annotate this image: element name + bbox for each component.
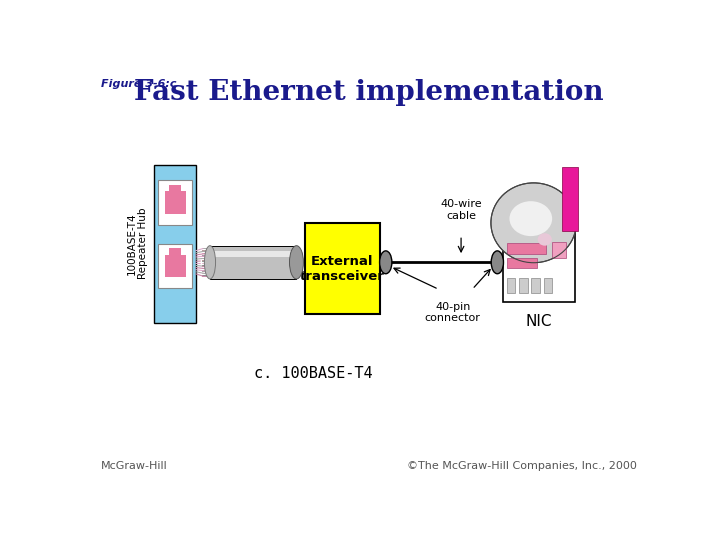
FancyBboxPatch shape (165, 192, 186, 214)
Text: 40-wire
cable: 40-wire cable (440, 199, 482, 221)
Text: 40-pin
connector: 40-pin connector (425, 302, 481, 323)
FancyBboxPatch shape (503, 231, 575, 302)
Text: NIC: NIC (526, 314, 552, 329)
Ellipse shape (510, 201, 552, 236)
FancyBboxPatch shape (507, 258, 537, 268)
Text: 100BASE-T4
Repeater Hub: 100BASE-T4 Repeater Hub (127, 208, 148, 279)
FancyBboxPatch shape (519, 278, 528, 293)
Ellipse shape (491, 251, 503, 274)
FancyBboxPatch shape (531, 278, 540, 293)
FancyBboxPatch shape (552, 242, 566, 258)
FancyBboxPatch shape (507, 243, 546, 254)
Text: McGraw-Hill: McGraw-Hill (101, 462, 168, 471)
Text: c. 100BASE-T4: c. 100BASE-T4 (254, 366, 372, 381)
FancyBboxPatch shape (168, 185, 181, 194)
Ellipse shape (289, 246, 303, 279)
FancyBboxPatch shape (154, 165, 196, 322)
FancyBboxPatch shape (544, 278, 552, 293)
Text: Fast Ethernet implementation: Fast Ethernet implementation (134, 79, 604, 106)
FancyBboxPatch shape (210, 251, 297, 258)
FancyBboxPatch shape (158, 180, 192, 225)
FancyBboxPatch shape (210, 246, 297, 279)
FancyBboxPatch shape (562, 167, 578, 231)
FancyBboxPatch shape (165, 255, 186, 277)
Ellipse shape (204, 246, 215, 279)
FancyBboxPatch shape (158, 244, 192, 288)
Ellipse shape (379, 251, 392, 274)
Text: ©The McGraw-Hill Companies, Inc., 2000: ©The McGraw-Hill Companies, Inc., 2000 (407, 462, 637, 471)
FancyBboxPatch shape (305, 223, 380, 314)
FancyBboxPatch shape (507, 278, 516, 293)
Text: Figure 3-6:c: Figure 3-6:c (101, 79, 176, 89)
Ellipse shape (491, 183, 576, 263)
Ellipse shape (538, 233, 552, 246)
FancyBboxPatch shape (168, 248, 181, 257)
Text: External
transceiver: External transceiver (300, 254, 385, 282)
